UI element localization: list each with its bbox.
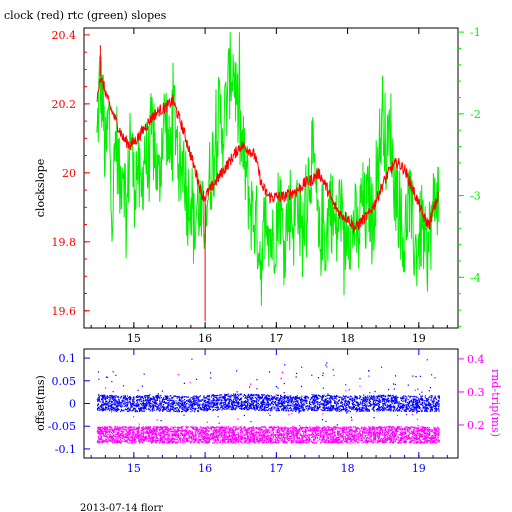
top-chart-panel: 15 16 17 18 19 19.6 19.8 20 20.2 20.4 -1 -2 -3 -4 (52, 26, 481, 345)
bottom-y-tick-label: 0.1 (59, 352, 77, 365)
top-ylabel: clockslope (34, 159, 47, 217)
bottom-chart-panel: 15 16 17 18 19 0.1 0.05 0 -0.05 -0.1 0.4 0.3 0.2 (48, 348, 485, 475)
offset-points (96, 358, 440, 426)
bottom-y-tick-label: 0.05 (52, 375, 77, 388)
rnd-trip-points (96, 366, 440, 444)
top-x-tick-label: 18 (341, 332, 355, 345)
bottom-ylabel: offset(ms) (34, 375, 47, 431)
top-y-tick-label: 20 (62, 167, 76, 180)
rtc-series-line (96, 32, 440, 306)
bottom-x-tick-label: 15 (127, 462, 141, 475)
bottom-y2label: rnd-trip(ms) (489, 369, 502, 437)
top-y2-tick-label: -4 (470, 271, 481, 284)
bottom-y2-tick-label: 0.2 (467, 419, 485, 432)
bottom-y2-tick-label: 0.3 (467, 386, 485, 399)
top-y2-tick-label: -1 (470, 26, 481, 39)
bottom-y-tick-label: -0.05 (48, 420, 76, 433)
bottom-y2-tick-label: 0.4 (467, 353, 485, 366)
top-y-tick-label: 19.6 (52, 305, 77, 318)
top-x-tick-label: 15 (127, 332, 141, 345)
bottom-y-tick-label: 0 (69, 398, 76, 411)
bottom-y-tick-label: -0.1 (55, 443, 76, 456)
bottom-x-tick-label: 18 (341, 462, 355, 475)
top-y2-tick-label: -2 (470, 108, 481, 121)
footer-label: 2013-07-14 florr (80, 503, 163, 512)
top-y-tick-label: 20.2 (52, 98, 77, 111)
top-plot-frame (83, 27, 459, 329)
chart-title: clock (red) rtc (green) slopes (4, 9, 167, 22)
top-x-tick-label: 17 (269, 332, 283, 345)
top-y-tick-label: 20.4 (52, 29, 77, 42)
bottom-x-tick-label: 17 (269, 462, 283, 475)
top-y-tick-label: 19.8 (52, 236, 77, 249)
top-x-tick-label: 19 (412, 332, 426, 345)
clock-series-line (96, 77, 439, 234)
top-x-tick-label: 16 (198, 332, 212, 345)
bottom-x-tick-label: 16 (198, 462, 212, 475)
top-y2-tick-label: -3 (470, 190, 481, 203)
bottom-x-tick-label: 19 (412, 462, 426, 475)
